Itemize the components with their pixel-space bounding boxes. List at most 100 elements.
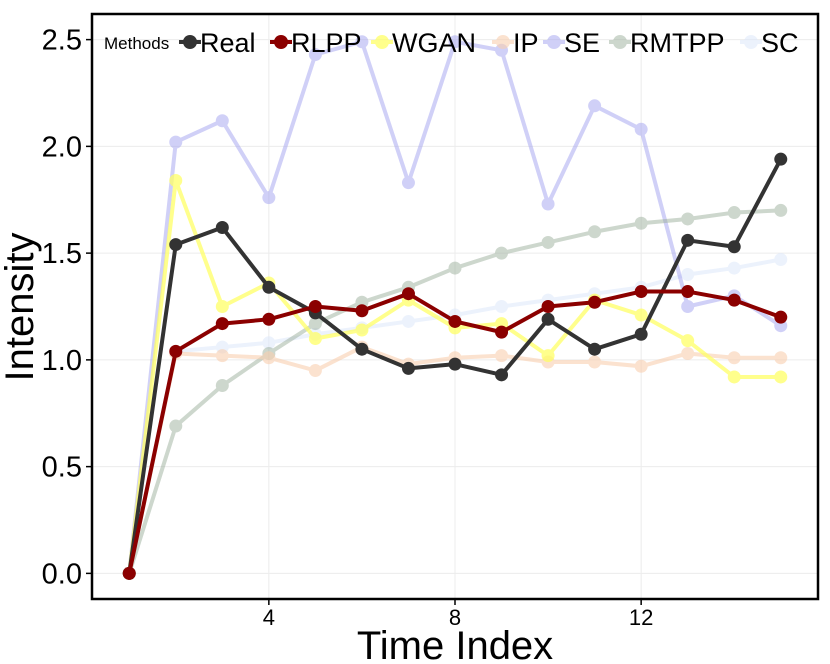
data-point-rmtpp xyxy=(634,216,648,230)
y-tick-label: 2.0 xyxy=(42,131,82,163)
data-point-ip xyxy=(215,349,229,363)
legend-label-rmtpp: RMTPP xyxy=(630,28,725,58)
x-axis-title: Time Index xyxy=(357,624,553,664)
data-point-rmtpp xyxy=(215,378,229,392)
data-point-se xyxy=(634,122,648,136)
legend-key-dot xyxy=(183,35,197,49)
data-point-se xyxy=(541,197,555,211)
x-tick-label: 12 xyxy=(629,605,653,630)
data-point-real xyxy=(681,233,695,247)
data-point-rlpp xyxy=(495,325,509,339)
y-tick-label: 1.0 xyxy=(42,345,82,377)
data-point-rmtpp xyxy=(774,203,788,217)
data-point-ip xyxy=(727,351,741,365)
data-point-rlpp xyxy=(541,300,555,313)
data-point-wgan xyxy=(541,349,555,363)
data-point-rlpp xyxy=(355,304,369,318)
data-point-se xyxy=(588,99,602,113)
data-point-real xyxy=(495,368,509,382)
data-point-ip xyxy=(262,351,276,365)
legend-item-ip: IP xyxy=(492,28,539,58)
data-point-rlpp xyxy=(308,300,322,313)
data-point-sc xyxy=(727,261,741,275)
legend-key-rmtpp xyxy=(609,35,631,49)
data-point-rlpp xyxy=(122,566,136,580)
data-point-rlpp xyxy=(262,312,276,326)
data-point-real xyxy=(169,238,183,252)
legend-key-dot xyxy=(613,35,627,49)
data-point-rmtpp xyxy=(495,246,509,260)
data-point-wgan xyxy=(634,308,648,322)
axes: 0.0 0.5 1.0 1.5 2.0 2.5 4 8 12 xyxy=(42,25,654,630)
data-point-rlpp xyxy=(588,295,602,309)
legend: Methods Real RLPP WGAN IP SE RMTPP SC xyxy=(104,28,799,58)
legend-key-se xyxy=(543,35,565,49)
legend-key-rlpp xyxy=(270,35,292,49)
data-point-sc xyxy=(774,253,788,267)
data-point-rmtpp xyxy=(541,235,555,249)
data-point-sc xyxy=(495,300,509,313)
data-point-wgan xyxy=(355,323,369,337)
data-point-real xyxy=(588,342,602,356)
data-point-se xyxy=(308,48,322,62)
data-point-real xyxy=(774,152,788,166)
data-point-wgan xyxy=(215,300,229,313)
legend-key-sc xyxy=(740,35,762,49)
data-point-se xyxy=(355,35,369,49)
data-point-rmtpp xyxy=(169,419,183,433)
data-point-real xyxy=(401,361,415,375)
series-group xyxy=(122,35,788,580)
data-point-sc xyxy=(401,314,415,328)
data-point-se xyxy=(401,176,415,190)
data-point-rmtpp xyxy=(681,212,695,226)
legend-item-rmtpp: RMTPP xyxy=(609,28,725,58)
data-point-rlpp xyxy=(774,310,788,324)
legend-key-ip xyxy=(492,35,514,49)
legend-key-dot xyxy=(744,35,758,49)
data-point-real xyxy=(634,327,648,341)
series-line-se xyxy=(127,39,782,574)
legend-label-real: Real xyxy=(200,28,256,58)
legend-key-dot xyxy=(547,35,561,49)
data-point-rmtpp xyxy=(308,317,322,331)
data-point-wgan xyxy=(681,334,695,348)
x-tick-label: 4 xyxy=(263,605,275,630)
legend-label-ip: IP xyxy=(513,28,539,58)
data-point-ip xyxy=(634,359,648,373)
y-tick-label: 1.5 xyxy=(42,238,82,270)
y-tick-label: 0.0 xyxy=(42,558,82,590)
legend-label-se: SE xyxy=(564,28,600,58)
data-point-ip xyxy=(308,364,322,378)
data-point-ip xyxy=(588,355,602,369)
data-point-ip xyxy=(495,349,509,363)
data-point-sc xyxy=(262,336,276,350)
legend-label-sc: SC xyxy=(761,28,799,58)
data-point-sc xyxy=(681,267,695,281)
legend-key-dot xyxy=(375,35,389,49)
legend-key-dot xyxy=(274,35,288,49)
data-point-rmtpp xyxy=(727,206,741,220)
legend-key-dot xyxy=(496,35,510,49)
data-point-real xyxy=(215,221,229,235)
data-point-rmtpp xyxy=(448,261,462,275)
legend-label-wgan: WGAN xyxy=(392,28,476,58)
series-rlpp xyxy=(122,285,788,580)
data-point-wgan xyxy=(308,332,322,346)
data-point-se xyxy=(169,135,183,149)
data-point-ip xyxy=(681,346,695,360)
y-axis-title: Intensity xyxy=(0,233,42,382)
data-point-se xyxy=(262,191,276,205)
data-point-real xyxy=(727,240,741,254)
data-point-real xyxy=(541,312,555,326)
data-point-real xyxy=(262,280,276,294)
data-point-rlpp xyxy=(681,285,695,299)
legend-item-sc: SC xyxy=(740,28,799,58)
data-point-real xyxy=(355,342,369,356)
legend-key-wgan xyxy=(371,35,393,49)
data-point-wgan xyxy=(774,370,788,384)
data-point-se xyxy=(215,114,229,128)
y-tick-label: 0.5 xyxy=(42,452,82,484)
data-point-wgan xyxy=(169,174,183,188)
